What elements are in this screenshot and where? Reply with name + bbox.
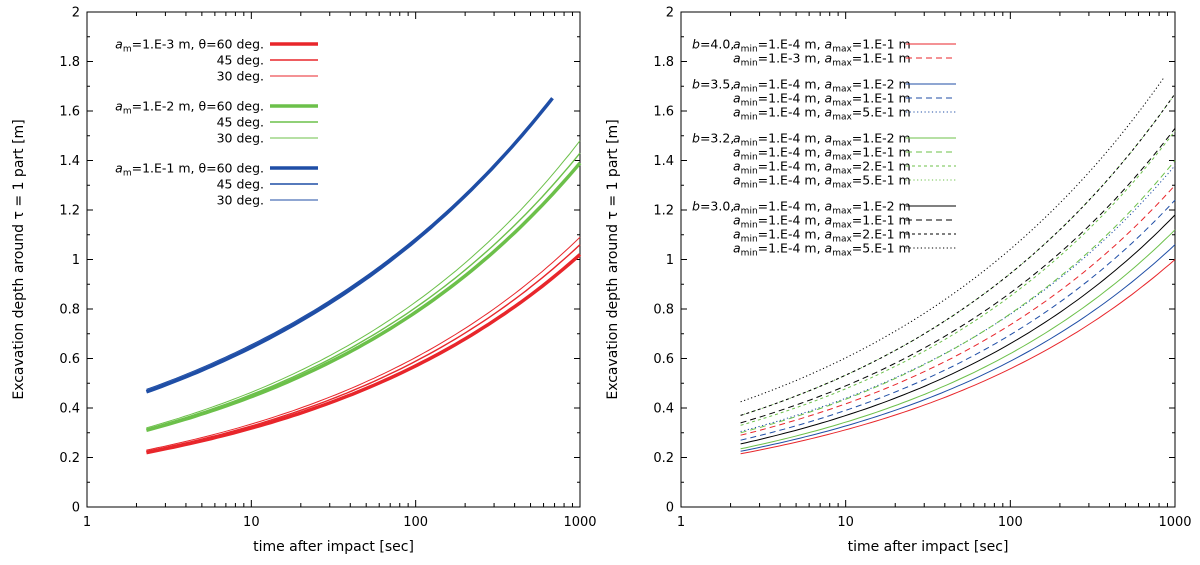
y-tick-label: 0.8 bbox=[59, 303, 80, 318]
legend-label: 45 deg. bbox=[217, 53, 264, 68]
x-tick-label: 1000 bbox=[563, 515, 596, 530]
series-line bbox=[146, 244, 581, 452]
x-tick-label: 1 bbox=[677, 515, 685, 530]
legend-label: amin=1.E-4 m, amax=5.E-1 m bbox=[733, 241, 911, 259]
legend-b-label: b=3.0, bbox=[692, 199, 734, 214]
legend-label: amin=1.E-4 m, amax=5.E-1 m bbox=[733, 105, 911, 123]
y-axis-label: Excavation depth around τ = 1 part [m] bbox=[11, 119, 27, 399]
legend-label: 30 deg. bbox=[217, 69, 264, 84]
left-chart-panel: 0 0.2 0.4 0.6 0.8 1 1.2 1.4 1.6 1.8 2 1 10 100 1000 tim… bbox=[11, 6, 597, 556]
series-line bbox=[146, 107, 546, 392]
series-line bbox=[740, 229, 1176, 450]
y-tick-label: 2 bbox=[666, 6, 674, 21]
series-line bbox=[145, 97, 554, 394]
y-tick-label: 1.2 bbox=[653, 204, 674, 219]
y-tick-label: 0.8 bbox=[653, 303, 674, 318]
legend-b-label: b=3.2, bbox=[692, 131, 734, 146]
legend-label: amin=1.E-3 m, amax=1.E-1 m bbox=[733, 51, 911, 69]
y-tick-label: 1.6 bbox=[59, 105, 80, 120]
x-axis-label: time after impact [sec] bbox=[253, 539, 414, 555]
legend-label: 30 deg. bbox=[217, 131, 264, 146]
x-tick-label: 10 bbox=[243, 515, 260, 530]
legend-label: amin=1.E-4 m, amax=1.E-2 m bbox=[733, 77, 911, 95]
legend-label: amin=1.E-4 m, amax=1.E-1 m bbox=[733, 145, 911, 163]
x-axis-label: time after impact [sec] bbox=[848, 539, 1009, 555]
y-tick-label: 0.2 bbox=[653, 451, 674, 466]
y-tick-label: 0 bbox=[666, 501, 674, 516]
series-line bbox=[146, 152, 581, 430]
x-tick-label: 100 bbox=[998, 515, 1023, 530]
y-tick-label: 1.6 bbox=[653, 105, 674, 120]
y-tick-label: 0.6 bbox=[59, 352, 80, 367]
series-line bbox=[146, 236, 581, 451]
y-tick-label: 1.2 bbox=[59, 204, 80, 219]
y-tick-label: 0.4 bbox=[653, 402, 674, 417]
series-line bbox=[146, 253, 582, 455]
y-tick-label: 0.4 bbox=[59, 402, 80, 417]
plot-frame bbox=[86, 11, 581, 508]
right-chart-panel: 0 0.2 0.4 0.6 0.8 1 1.2 1.4 1.6 1.8 2 1 10 100 1000 tim… bbox=[605, 6, 1192, 556]
series-line bbox=[740, 184, 1176, 436]
x-tick-label: 1000 bbox=[1158, 515, 1191, 530]
y-tick-label: 1.4 bbox=[59, 154, 80, 169]
y-tick-label: 0.6 bbox=[653, 352, 674, 367]
legend-b-label: b=3.5, bbox=[692, 77, 734, 92]
y-tick-label: 0 bbox=[72, 501, 80, 516]
series-line bbox=[146, 112, 541, 390]
legend-label: amin=1.E-4 m, amax=1.E-1 m bbox=[733, 37, 911, 55]
legend-label: 45 deg. bbox=[217, 177, 264, 192]
legend-label: amin=1.E-4 m, amax=1.E-1 m bbox=[733, 213, 911, 231]
legend-label: am=1.E-3 m, θ=60 deg. bbox=[115, 37, 264, 55]
legend-label: am=1.E-1 m, θ=60 deg. bbox=[115, 161, 264, 179]
series-line bbox=[740, 259, 1176, 455]
y-tick-label: 0.2 bbox=[59, 451, 80, 466]
series-line bbox=[740, 199, 1176, 441]
x-tick-label: 1 bbox=[83, 515, 91, 530]
legend-label: 30 deg. bbox=[217, 193, 264, 208]
series-line bbox=[740, 244, 1176, 452]
legend-label: amin=1.E-4 m, amax=1.E-2 m bbox=[733, 199, 911, 217]
legend-label: amin=1.E-4 m, amax=5.E-1 m bbox=[733, 173, 911, 191]
series-line bbox=[740, 214, 1176, 445]
x-tick-label: 100 bbox=[403, 515, 428, 530]
y-tick-label: 2 bbox=[72, 6, 80, 21]
legend-label: am=1.E-2 m, θ=60 deg. bbox=[115, 99, 264, 117]
x-tick-label: 10 bbox=[837, 515, 854, 530]
y-tick-label: 1.4 bbox=[653, 154, 674, 169]
legend-label: amin=1.E-4 m, amax=1.E-1 m bbox=[733, 91, 911, 109]
legend-label: amin=1.E-4 m, amax=2.E-1 m bbox=[733, 159, 911, 177]
y-tick-label: 1 bbox=[666, 253, 674, 268]
y-tick-label: 1.8 bbox=[653, 55, 674, 70]
y-tick-label: 1 bbox=[72, 253, 80, 268]
legend-label: amin=1.E-4 m, amax=2.E-1 m bbox=[733, 227, 911, 245]
legend-b-label: b=4.0, bbox=[692, 37, 734, 52]
series-line bbox=[145, 161, 582, 432]
legend-label: 45 deg. bbox=[217, 115, 264, 130]
series-line bbox=[740, 127, 1176, 424]
y-axis-label: Excavation depth around τ = 1 part [m] bbox=[605, 119, 621, 399]
series-line bbox=[740, 93, 1176, 416]
series-line bbox=[146, 140, 581, 429]
y-tick-label: 1.8 bbox=[59, 55, 80, 70]
legend-label: amin=1.E-4 m, amax=1.E-2 m bbox=[733, 131, 911, 149]
series-line bbox=[740, 160, 1176, 434]
